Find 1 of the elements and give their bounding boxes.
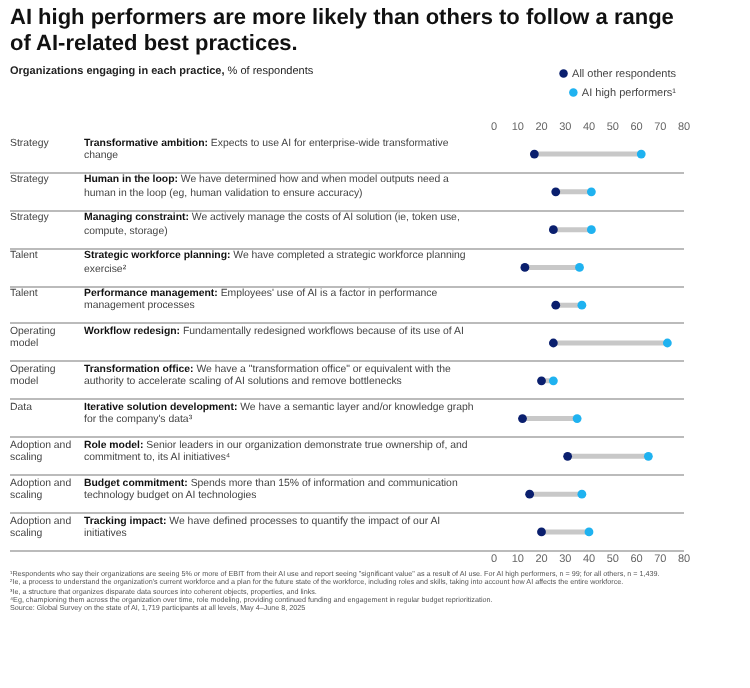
chart-title: AI high performers are more likely than others to follow a range of AI-related best practices. — [10, 6, 676, 58]
